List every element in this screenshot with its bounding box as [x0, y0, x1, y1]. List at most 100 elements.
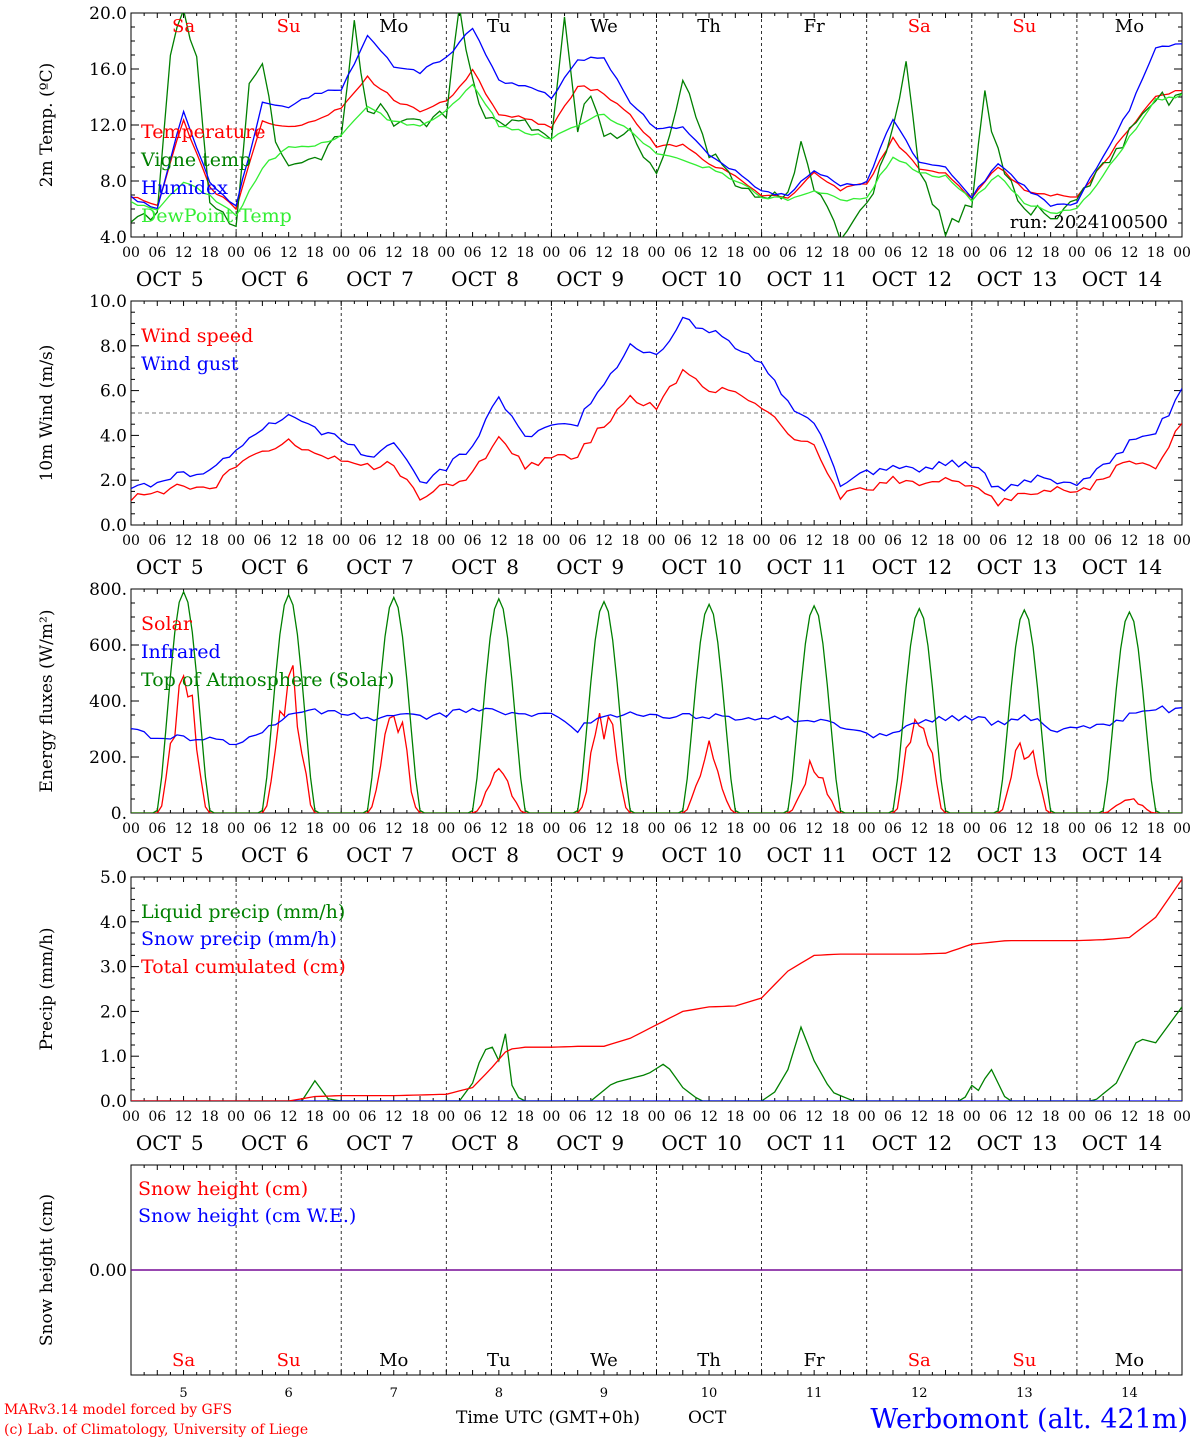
month-label: OCT — [241, 267, 287, 291]
hour-label: 06 — [989, 533, 1007, 549]
hour-label: 18 — [411, 821, 429, 837]
hour-label: 06 — [148, 821, 166, 837]
hour-label: 00 — [227, 1109, 245, 1125]
hour-label: 06 — [674, 533, 692, 549]
hour-label: 00 — [542, 1109, 560, 1125]
day-label: 10 — [701, 1386, 718, 1401]
series-line — [131, 316, 1182, 492]
month-label: OCT — [872, 843, 918, 867]
month-label: OCT — [136, 843, 182, 867]
month-label: OCT — [451, 267, 497, 291]
day-label: 7 — [401, 843, 414, 867]
hour-label: 00 — [858, 245, 876, 261]
run-annotation: run: 2024100500 — [1010, 212, 1168, 233]
hour-label: 06 — [884, 533, 902, 549]
y-tick-label: 16.0 — [89, 60, 127, 80]
legend-entry: Vigne temp — [140, 149, 251, 171]
month-label: OCT — [872, 1131, 918, 1155]
hour-label: 00 — [753, 245, 771, 261]
hour-label: 18 — [1042, 1109, 1060, 1125]
footer: MARv3.14 model forced by GFS (c) Lab. of… — [4, 1402, 1188, 1438]
month-label: OCT — [1082, 1131, 1128, 1155]
hour-label: 00 — [648, 245, 666, 261]
panel-3: Energy fluxes (W/m²) 0. 200. 400. 600. 800. So… — [37, 580, 1191, 867]
y-axis-label: 2m Temp. (ºC) — [37, 63, 57, 188]
month-label: OCT — [346, 267, 392, 291]
hour-label: 00 — [963, 245, 981, 261]
hour-label: 18 — [201, 821, 219, 837]
hour-label: 12 — [385, 533, 403, 549]
series-line — [131, 705, 1182, 746]
hour-label: 12 — [910, 245, 928, 261]
hour-label: 06 — [884, 245, 902, 261]
hour-label: 18 — [411, 1109, 429, 1125]
hour-label: 18 — [1147, 1109, 1165, 1125]
series-line — [131, 83, 1182, 217]
weekday-label: Su — [277, 16, 301, 37]
month-label: OCT — [346, 1131, 392, 1155]
hour-label: 12 — [805, 245, 823, 261]
day-label: 12 — [927, 1131, 952, 1155]
hour-label: 06 — [359, 821, 377, 837]
day-label: 8 — [506, 843, 519, 867]
hour-label: 00 — [332, 533, 350, 549]
month-label: OCT — [977, 555, 1023, 579]
panel-5: Snow height (cm) 0.00 Snow height (cm) Snow… — [37, 1164, 1183, 1401]
day-label: 7 — [401, 267, 414, 291]
legend-entry: Snow height (cm) — [138, 1178, 308, 1200]
hour-label: 00 — [1173, 821, 1191, 837]
day-label: 9 — [600, 1386, 608, 1401]
hour-label: 00 — [437, 1109, 455, 1125]
hour-label: 12 — [700, 821, 718, 837]
hour-label: 12 — [385, 245, 403, 261]
hour-label: 18 — [201, 533, 219, 549]
hour-label: 06 — [989, 821, 1007, 837]
weekday-label: Sa — [172, 1350, 195, 1371]
hour-label: 06 — [253, 821, 271, 837]
hour-label: 12 — [1121, 245, 1139, 261]
month-label: OCT — [661, 1131, 707, 1155]
series-group — [131, 878, 1182, 1101]
hour-label: 00 — [648, 1109, 666, 1125]
series-line — [131, 1006, 1182, 1101]
hour-label: 06 — [464, 533, 482, 549]
legend-entry: Temperature — [141, 121, 265, 143]
hour-label: 00 — [437, 533, 455, 549]
day-label: 13 — [1016, 1386, 1033, 1401]
hour-label: 12 — [1015, 533, 1033, 549]
hour-label: 00 — [122, 533, 140, 549]
hour-label: 00 — [122, 1109, 140, 1125]
month-label: OCT — [661, 555, 707, 579]
hour-label: 18 — [832, 1109, 850, 1125]
hour-label: 12 — [595, 821, 613, 837]
hour-label: 18 — [832, 533, 850, 549]
hour-label: 06 — [148, 533, 166, 549]
day-label: 9 — [611, 267, 624, 291]
y-tick-label: 12.0 — [89, 116, 127, 136]
weekday-label: Sa — [908, 1350, 931, 1371]
panels: 2m Temp. (ºC) 4.0 8.0 12.0 16.0 20.0 Temperatu… — [37, 4, 1191, 1401]
day-label: 5 — [191, 267, 204, 291]
hour-label: 18 — [621, 821, 639, 837]
hour-label: 18 — [1147, 821, 1165, 837]
hour-label: 12 — [280, 1109, 298, 1125]
hour-label: 12 — [175, 1109, 193, 1125]
day-label: 10 — [716, 843, 741, 867]
day-label: 14 — [1137, 1131, 1162, 1155]
month-label: OCT — [1082, 267, 1128, 291]
hour-label: 18 — [201, 1109, 219, 1125]
day-label: 7 — [390, 1386, 398, 1401]
day-label: 11 — [822, 555, 847, 579]
hour-label: 18 — [306, 533, 324, 549]
hour-label: 18 — [516, 245, 534, 261]
hour-label: 06 — [779, 1109, 797, 1125]
hour-label: 18 — [937, 1109, 955, 1125]
series-line — [131, 665, 1182, 813]
weekday-label: Fr — [804, 16, 825, 37]
hour-label: 06 — [779, 821, 797, 837]
y-tick-label: 0.0 — [100, 516, 127, 536]
y-tick-label: 1.0 — [100, 1047, 127, 1067]
weekday-label: We — [590, 16, 618, 37]
credit-line-2: (c) Lab. of Climatology, University of L… — [4, 1422, 308, 1438]
month-label: OCT — [556, 843, 602, 867]
